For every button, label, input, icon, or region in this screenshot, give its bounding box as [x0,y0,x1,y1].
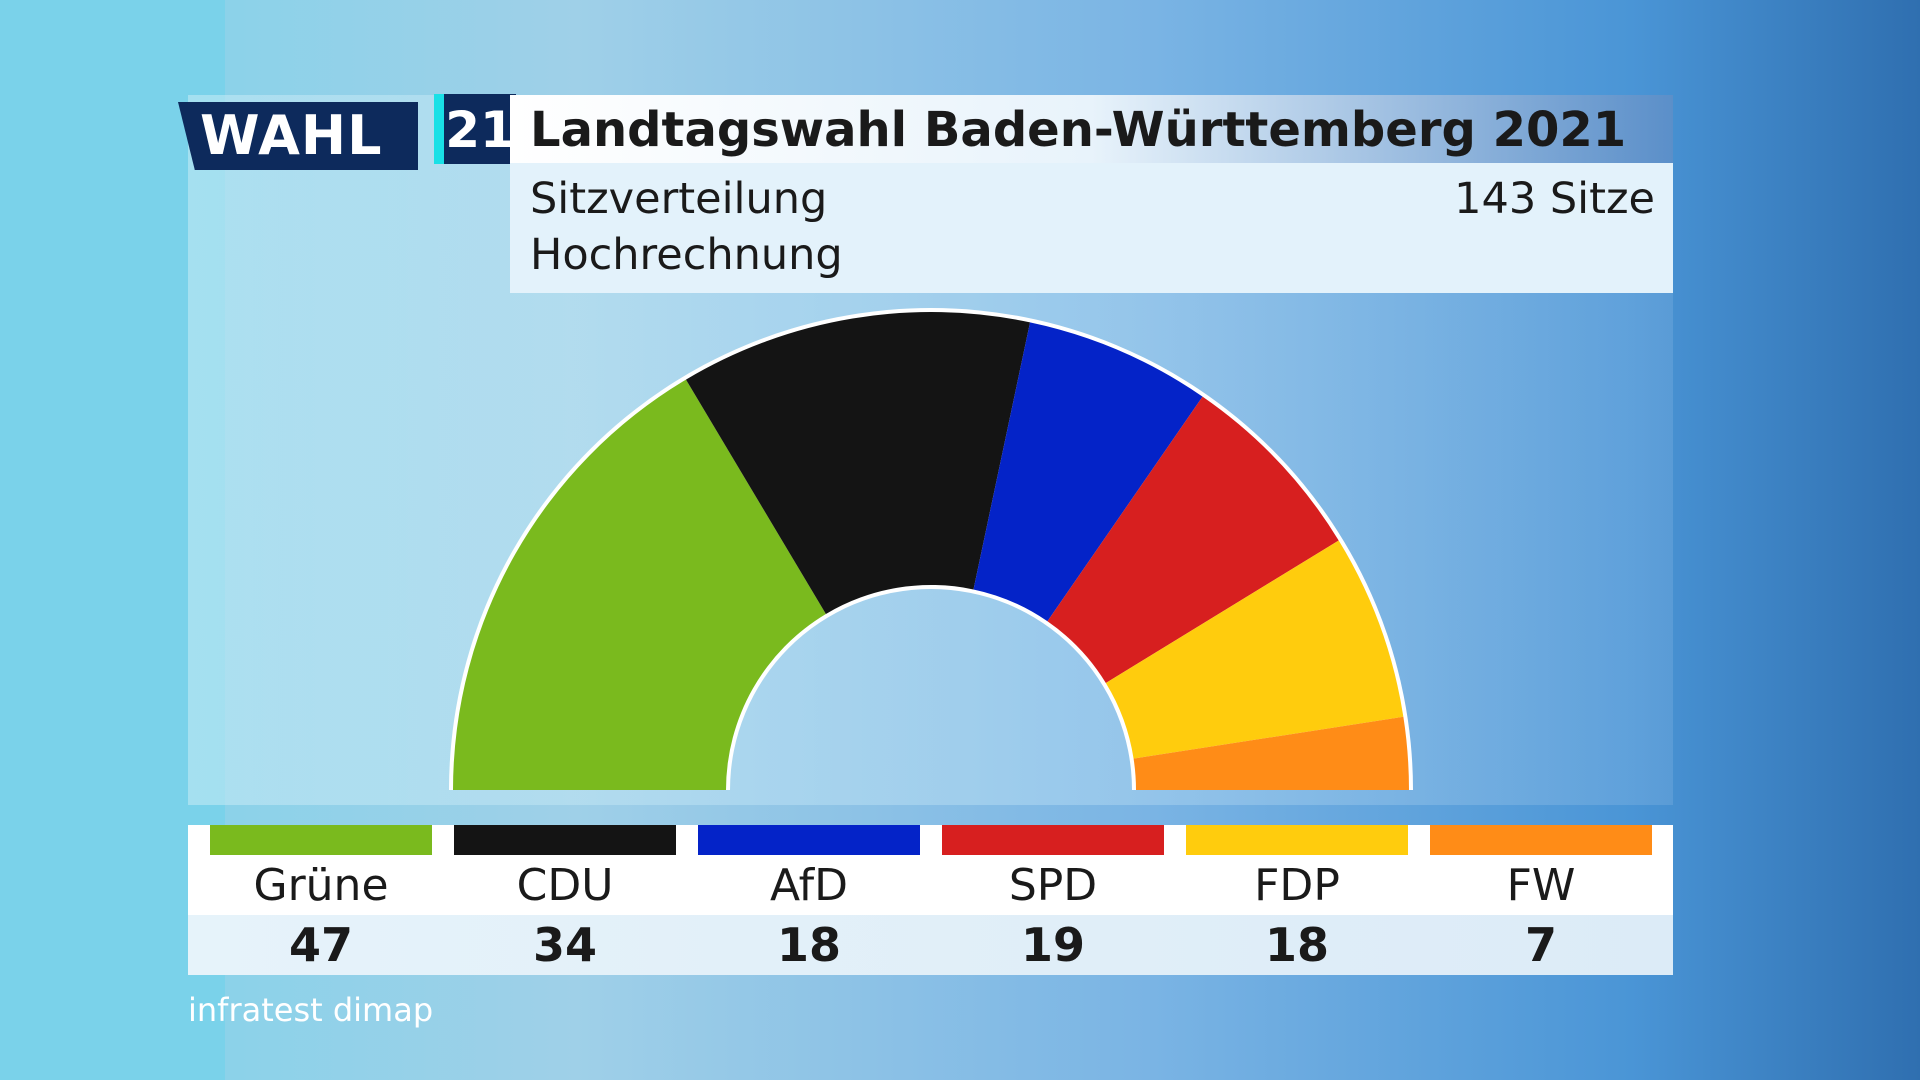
legend-seat-count: 34 [532,918,597,972]
background-left-strip [0,0,225,1080]
legend-background-bottom [188,915,1673,975]
legend: Grüne 47 CDU 34 AfD 18 SPD 19 FDP 18 FW 7 [188,825,1673,975]
wahl-logo: WAHL 21 [178,94,538,172]
subtitle-projection: Hochrechnung [530,230,843,280]
legend-item-0: Grüne 47 [210,825,432,975]
legend-item-2: AfD 18 [698,825,920,975]
legend-seat-count: 18 [1264,918,1329,972]
legend-party-name: FDP [1254,860,1340,911]
title-bar [510,95,1673,163]
legend-party-name: SPD [1008,860,1098,911]
legend-item-4: FDP 18 [1186,825,1408,975]
seat-segment-1 [685,311,1031,614]
legend-swatch [698,825,920,855]
legend-swatch [454,825,676,855]
logo-wahl-text: WAHL [178,102,418,170]
source-credit: infratest dimap [188,991,434,1029]
total-seats-label: 143 Sitze [1454,174,1655,224]
seat-segment-0 [453,379,826,790]
legend-swatch [210,825,432,855]
legend-party-name: Grüne [253,860,389,911]
seat-segment-5 [1133,716,1409,790]
legend-party-name: FW [1506,860,1576,911]
legend-party-name: CDU [516,860,614,911]
legend-seat-count: 19 [1020,918,1085,972]
chart-title: Landtagswahl Baden-Württemberg 2021 [530,102,1627,158]
legend-swatch [942,825,1164,855]
subtitle-seat-distribution: Sitzverteilung [530,174,828,224]
legend-swatch [1430,825,1652,855]
seat-segment-4 [1105,540,1404,759]
legend-seat-count: 18 [776,918,841,972]
seat-segment-2 [973,322,1203,622]
legend-background-top [188,825,1673,915]
legend-swatch [1186,825,1408,855]
legend-item-5: FW 7 [1430,825,1652,975]
legend-party-name: AfD [770,860,848,911]
subtitle-box [510,163,1673,293]
seat-segment-3 [1047,396,1339,683]
legend-seat-count: 47 [288,918,353,972]
legend-seat-count: 7 [1524,918,1557,972]
legend-item-1: CDU 34 [454,825,676,975]
logo-year: 21 [434,94,516,164]
legend-item-3: SPD 19 [942,825,1164,975]
